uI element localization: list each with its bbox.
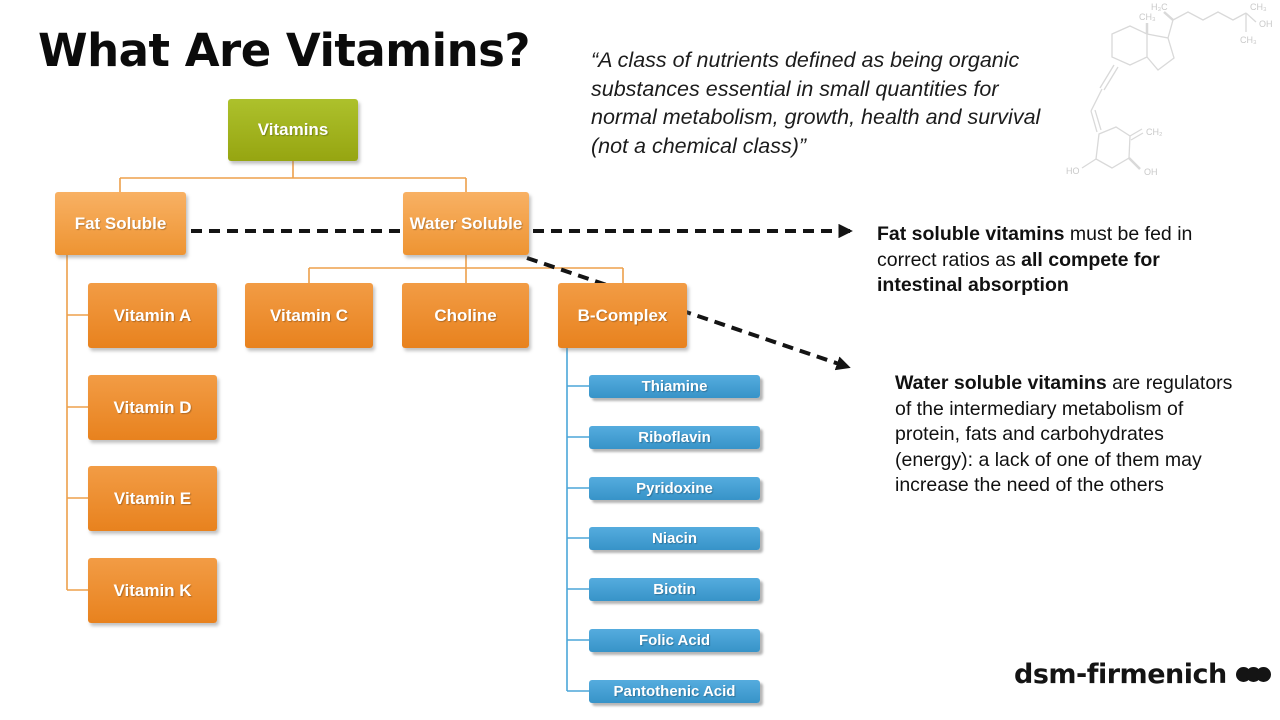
water-soluble-arrow [526,256,851,371]
molecule-label: H₃C [1151,2,1168,12]
node-vitamins: Vitamins [228,99,358,161]
molecule-label: CH₃ [1240,35,1257,45]
vitamin-d-molecule-illustration: H₃C CH₃ OH CH₃ CH₃ CH₂ HO OH [1066,2,1273,177]
definition-quote: “A class of nutrients defined as being o… [591,48,1041,158]
logo-dots-icon [1235,667,1271,682]
node-pantothenic-acid: Pantothenic Acid [589,680,760,703]
node-b-complex: B-Complex [558,283,687,348]
node-thiamine: Thiamine [589,375,760,398]
node-vitamin-e: Vitamin E [88,466,217,531]
fat-soluble-note: Fat soluble vitamins must be fed in corr… [877,222,1225,299]
logo-text: dsm-firmenich [1014,659,1227,690]
node-riboflavin: Riboflavin [589,426,760,449]
molecule-label: HO [1066,166,1080,176]
node-vitamin-c: Vitamin C [245,283,373,348]
node-fat-soluble: Fat Soluble [55,192,186,255]
node-folic-acid: Folic Acid [589,629,760,652]
water-soluble-note-bold: Water soluble vitamins [895,372,1107,394]
fat-soluble-note-bold-2: all compete for intestinal absorption [877,248,1160,297]
water-soluble-note-text: are regulators of the intermediary metab… [895,372,1233,497]
molecule-label: CH₃ [1139,12,1156,22]
node-vitamin-k: Vitamin K [88,558,217,623]
node-vitamin-d: Vitamin D [88,375,217,440]
fat-soluble-note-text: must be fed in correct ratios as [877,223,1193,271]
node-pyridoxine: Pyridoxine [589,477,760,500]
water-soluble-note: Water soluble vitamins are regulators of… [895,371,1233,499]
molecule-label: OH [1259,19,1273,29]
fat-soluble-note-bold: Fat soluble vitamins [877,223,1065,245]
node-choline: Choline [402,283,529,348]
molecule-label: OH [1144,167,1158,177]
dsm-firmenich-logo: dsm-firmenich [1014,659,1271,690]
page-title: What Are Vitamins? [38,24,531,77]
node-vitamin-a: Vitamin A [88,283,217,348]
node-biotin: Biotin [589,578,760,601]
node-water-soluble: Water Soluble [403,192,529,255]
node-niacin: Niacin [589,527,760,550]
molecule-label: CH₂ [1146,127,1163,137]
molecule-label: CH₃ [1250,2,1267,12]
